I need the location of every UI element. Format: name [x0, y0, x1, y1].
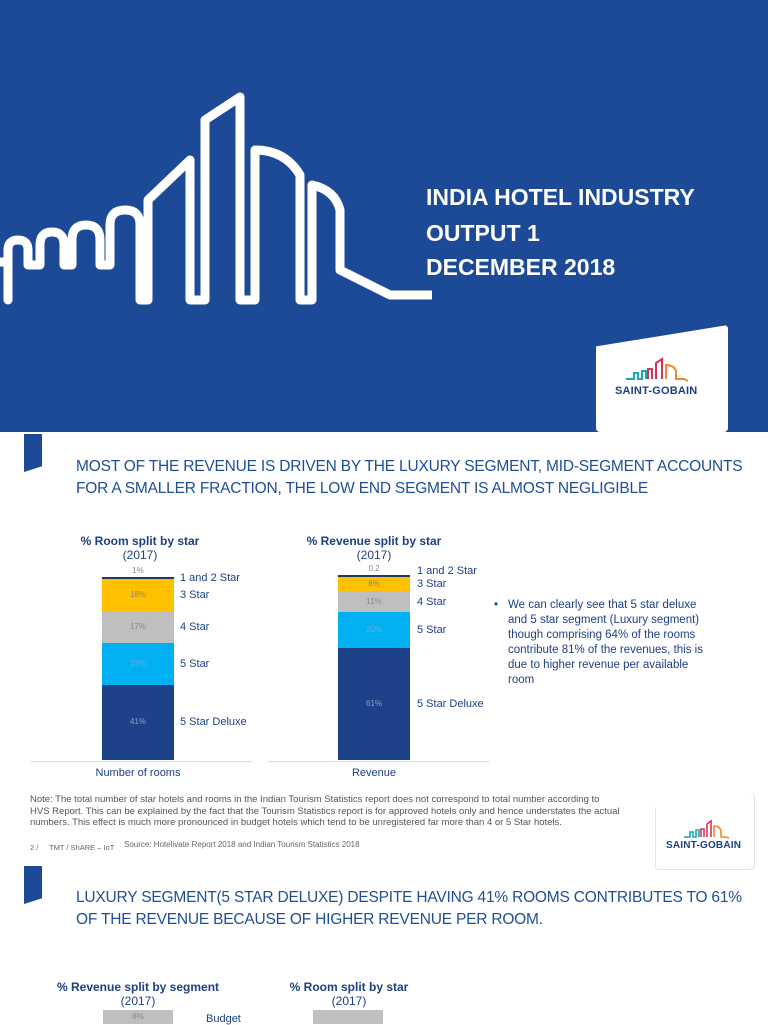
chart-title: % Room split by star: [80, 534, 200, 548]
legend-label-budget: Budget: [206, 1013, 241, 1025]
legend-label: 3 Star: [417, 578, 447, 591]
bar-segment-5-star: 20%: [338, 611, 410, 649]
revenue-stacked-bar: 61% 20% 11% 8% 0.2: [338, 564, 410, 760]
segment-value-label: 8%: [368, 579, 380, 589]
segment-label: 8%: [132, 1012, 144, 1021]
chart-subtitle: (2017): [122, 548, 158, 562]
legend-label: 5 Star Deluxe: [417, 698, 484, 711]
cover-title-line-2: OUTPUT 1: [426, 220, 540, 246]
insight-bullet: • We can clearly see that 5 star deluxe …: [494, 598, 714, 688]
bar-segment-4-star: 11%: [338, 591, 410, 612]
heading-line: LUXURY SEGMENT(5 STAR DELUXE) DESPITE HA…: [76, 889, 742, 906]
chart-title: % Revenue split by star: [306, 534, 442, 548]
page-number: 2 /: [30, 843, 39, 852]
slide-flag-icon: [24, 866, 42, 904]
segment-value-label: 41%: [129, 717, 146, 727]
cover-title-line-1: INDIA HOTEL INDUSTRY: [426, 184, 695, 210]
bar-segment-3-star: 8%: [338, 577, 410, 592]
legend-label: 4 Star: [417, 595, 447, 608]
segment-value-label: 23%: [129, 658, 146, 668]
slide-flag-icon: [24, 434, 42, 472]
bar-segment-budget: 8%: [103, 1010, 173, 1024]
bar-segment-1-and-2-star: 0.2: [338, 564, 410, 577]
saint-gobain-logo: SAINT-GOBAIN: [655, 792, 755, 870]
footnote: Note: The total number of star hotels an…: [30, 794, 620, 828]
segment-value-label: 20%: [365, 625, 382, 635]
chart-title: % Revenue split by segment: [56, 980, 220, 994]
logo-text: SAINT-GOBAIN: [666, 840, 742, 851]
legend-label: 1 and 2 Star: [417, 565, 477, 578]
legend-label: 3 Star: [180, 589, 210, 602]
room-stacked-bar: 41% 23% 17% 18% 1%: [102, 566, 174, 760]
logo-skyline-icon: [684, 819, 730, 839]
x-category-label: Number of rooms: [95, 767, 181, 779]
legend-label: 5 Star: [180, 657, 210, 670]
bullet-icon: •: [494, 599, 499, 611]
room-chart2-title-block: % Room split by star (2017): [249, 980, 449, 1008]
heading-line: FOR A SMALLER FRACTION, THE LOW END SEGM…: [76, 480, 649, 497]
cover-title-line-3: DECEMBER 2018: [426, 254, 616, 280]
slide3-heading: LUXURY SEGMENT(5 STAR DELUXE) DESPITE HA…: [76, 887, 742, 931]
chart-title: % Room split by star: [289, 980, 409, 994]
room-chart-title-block: % Room split by star (2017): [40, 534, 240, 562]
x-category-label: Revenue: [351, 767, 397, 779]
bullet-text: We can clearly see that 5 star deluxe an…: [508, 599, 703, 686]
chart-subtitle: (2017): [356, 548, 392, 562]
logo-text: SAINT-GOBAIN: [615, 385, 698, 397]
heading-line: OF THE REVENUE BECAUSE OF HIGHER REVENUE…: [76, 911, 543, 928]
segment-chart-title-block: % Revenue split by segment (2017): [38, 980, 238, 1008]
bar-segment-5-star: 23%: [102, 642, 174, 685]
heading-line: MOST OF THE REVENUE IS DRIVEN BY THE LUX…: [76, 458, 743, 475]
legend-label: 4 Star: [180, 621, 210, 634]
legend-label: 5 Star Deluxe: [180, 716, 247, 729]
bar-segment-4-star: 17%: [102, 611, 174, 643]
chart-subtitle: (2017): [331, 994, 367, 1008]
segment-value-label: 1%: [132, 565, 144, 575]
segment-value-label: 61%: [365, 699, 382, 709]
chart-subtitle: (2017): [120, 994, 156, 1008]
segment-value-label: 0.2: [368, 564, 380, 573]
bar-segment-5-star-deluxe: 61%: [338, 648, 410, 760]
source-text: Source: Hotelivate Report 2018 and India…: [124, 840, 360, 849]
legend-label: 1 and 2 Star: [180, 571, 240, 584]
bar-segment-5-star-deluxe: 41%: [102, 684, 174, 760]
legend-label: 5 Star: [417, 624, 447, 637]
segment-value-label: 18%: [129, 590, 146, 600]
axis-line: [30, 761, 252, 762]
axis-line: [268, 761, 490, 762]
segment-value-label: 17%: [129, 622, 146, 632]
bar-segment-3-star: 18%: [102, 578, 174, 612]
slide2-heading: MOST OF THE REVENUE IS DRIVEN BY THE LUX…: [76, 456, 743, 500]
skyline-icon: [0, 92, 432, 305]
cover-slide: INDIA HOTEL INDUSTRY OUTPUT 1 DECEMBER 2…: [0, 0, 768, 432]
bar-segment: [313, 1010, 383, 1024]
bar-segment-1-and-2-star: 1%: [102, 566, 174, 579]
saint-gobain-logo: SAINT-GOBAIN: [596, 325, 728, 432]
logo-skyline-icon: [626, 357, 689, 382]
footer-left: TMT / ShARE – IoT: [49, 843, 115, 852]
segment-value-label: 11%: [366, 596, 382, 606]
revenue-chart-title-block: % Revenue split by star (2017): [274, 534, 474, 562]
